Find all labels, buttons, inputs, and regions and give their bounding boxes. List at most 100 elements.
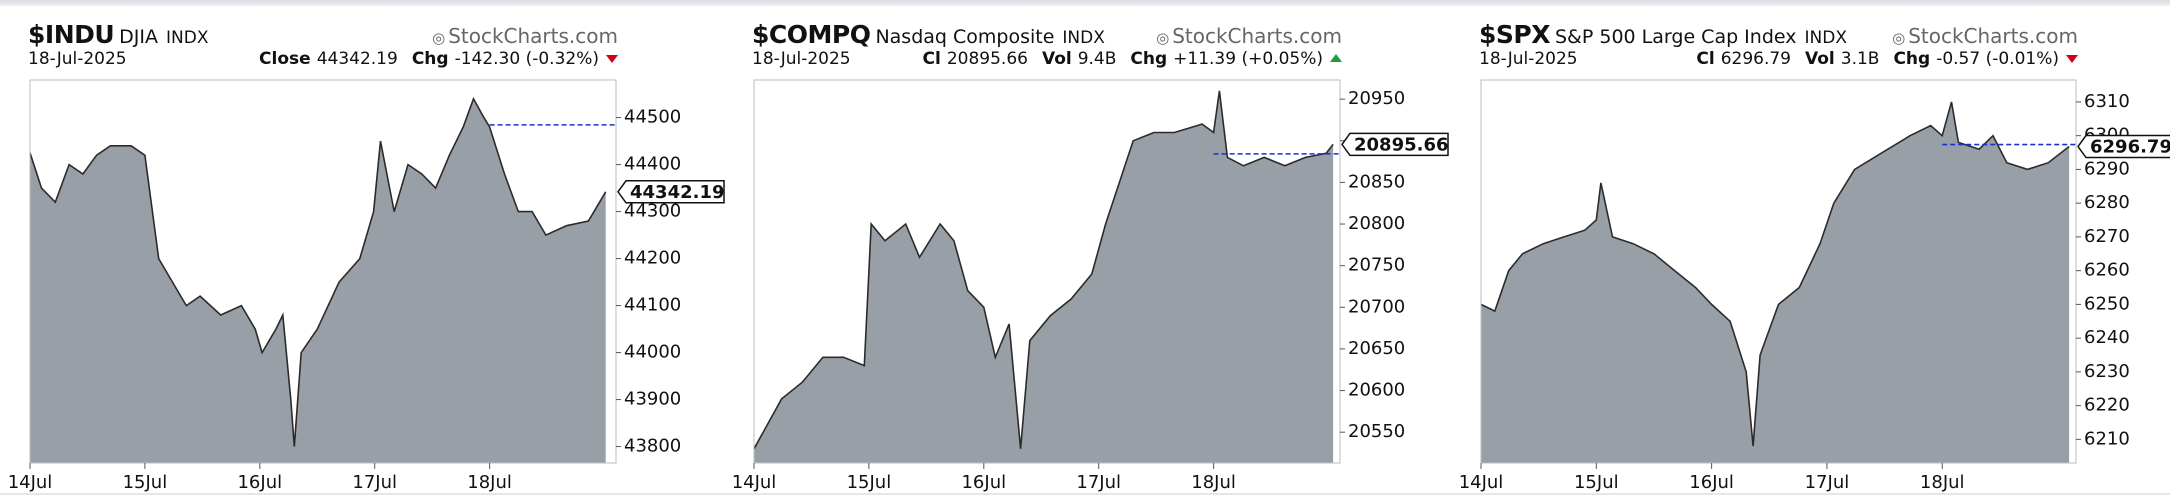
stat-value: 9.4B (1077, 49, 1117, 69)
title-group: $COMPQ Nasdaq Composite INDX (752, 20, 1105, 49)
stat-label: Cl (922, 49, 941, 69)
stat-label: Vol (1041, 49, 1072, 69)
y-tick-label: 6240 (2084, 327, 2130, 348)
y-tick-label: 20800 (1348, 213, 1405, 234)
exchange: INDX (1062, 28, 1105, 48)
date: 18-Jul-2025 (28, 49, 127, 69)
watermark-text: StockCharts.com (448, 24, 618, 48)
stat-label: Chg (411, 49, 449, 69)
x-tick-label: 16Jul (1689, 472, 1734, 493)
chart-header: $SPX S&P 500 Large Cap Index INDX ◎ StockCha… (1479, 20, 2078, 80)
symbol: $COMPQ (752, 20, 871, 49)
last-value-label: 44342.19 (630, 182, 725, 203)
stat-value: -142.30 (-0.32%) (454, 49, 599, 69)
change-arrow (2066, 55, 2078, 63)
header-row: 18-Jul-2025 Cl 6296.79 Vol 3.1B Chg -0.57 (-0.… (1479, 49, 2078, 69)
x-tick-label: 18Jul (1920, 472, 1965, 493)
plot-border (29, 79, 617, 464)
y-tick-label: 20650 (1348, 338, 1405, 359)
watermark: ◎ StockCharts.com (432, 24, 618, 48)
y-tick-label: 6260 (2084, 260, 2130, 281)
x-tick-label: 17Jul (352, 472, 397, 493)
top-bar (0, 0, 2170, 6)
y-tick-label: 44200 (624, 248, 681, 269)
y-tick-label: 6290 (2084, 158, 2130, 179)
stat-label: Vol (1805, 49, 1835, 69)
stat-label: Chg (1893, 49, 1931, 69)
stat-label: Cl (1696, 49, 1715, 69)
x-tick-label: 14Jul (1459, 472, 1504, 493)
date: 18-Jul-2025 (752, 49, 851, 69)
watermark-text: StockCharts.com (1172, 24, 1342, 48)
stat-value: +11.39 (+0.05%) (1173, 49, 1323, 69)
y-tick-label: 6220 (2084, 395, 2130, 416)
index-name: Nasdaq Composite (875, 26, 1055, 48)
y-tick-label: 6210 (2084, 428, 2130, 449)
header-row: 18-Jul-2025 Cl 20895.66 Vol 9.4B Chg +11.39 (+… (752, 49, 1342, 69)
price-line (753, 90, 1334, 450)
last-value-box (1341, 132, 1449, 157)
x-tick-label: 18Jul (467, 472, 512, 493)
header-row: $COMPQ Nasdaq Composite INDX ◎ StockCharts.c… (752, 20, 1342, 49)
x-tick-label: 14Jul (8, 472, 53, 493)
y-tick-label: 43900 (624, 389, 681, 410)
y-tick-label: 6270 (2084, 226, 2130, 247)
header-row: $INDU DJIA INDX ◎ StockCharts.com (28, 20, 618, 49)
x-tick-label: 18Jul (1191, 472, 1236, 493)
stats: Cl 6296.79 Vol 3.1B Chg -0.57 (-0.01%) (1682, 49, 2078, 69)
area-fill (30, 98, 606, 464)
price-line (29, 96, 607, 447)
x-tick-label: 17Jul (1805, 472, 1850, 493)
x-tick-label: 16Jul (961, 472, 1006, 493)
y-tick-label: 44400 (624, 154, 681, 175)
symbol: $INDU (28, 20, 115, 49)
y-tick-label: 43800 (624, 436, 681, 457)
index-name: S&P 500 Large Cap Index (1555, 26, 1797, 48)
stat-value: 44342.19 (316, 49, 398, 69)
area-fill (754, 90, 1334, 464)
header-row: $SPX S&P 500 Large Cap Index INDX ◎ StockCha… (1479, 20, 2078, 49)
y-tick-label: 6310 (2084, 91, 2130, 112)
last-value-box (2077, 134, 2170, 159)
y-tick-label: 20850 (1348, 171, 1405, 192)
y-tick-label: 20750 (1348, 255, 1405, 276)
watermark-icon: ◎ (1156, 29, 1170, 47)
y-tick-label: 6230 (2084, 361, 2130, 382)
x-tick-label: 17Jul (1076, 472, 1121, 493)
stat-value: 3.1B (1840, 49, 1880, 69)
stat-value: 20895.66 (946, 49, 1028, 69)
watermark-icon: ◎ (1892, 29, 1906, 47)
title-group: $SPX S&P 500 Large Cap Index INDX (1479, 20, 1847, 49)
stats: Cl 20895.66 Vol 9.4B Chg +11.39 (+0.05%) (909, 49, 1342, 69)
last-value-label: 6296.79 (2090, 137, 2170, 158)
area-fill (1481, 101, 2070, 464)
y-tick-label: 44100 (624, 295, 681, 316)
symbol: $SPX (1479, 20, 1551, 49)
stat-label: Chg (1130, 49, 1168, 69)
change-arrow (1330, 54, 1342, 62)
exchange: INDX (1804, 28, 1847, 48)
watermark-icon: ◎ (432, 29, 446, 47)
watermark: ◎ StockCharts.com (1156, 24, 1342, 48)
y-tick-label: 6280 (2084, 192, 2130, 213)
y-tick-label: 20550 (1348, 421, 1405, 442)
y-tick-label: 20700 (1348, 296, 1405, 317)
stat-value: 6296.79 (1720, 49, 1792, 69)
y-tick-label: 44000 (624, 342, 681, 363)
y-tick-label: 20600 (1348, 380, 1405, 401)
stat-value: -0.57 (-0.01%) (1936, 49, 2059, 69)
header-row: 18-Jul-2025 Close 44342.19 Chg -142.30 (-0.3… (28, 49, 618, 69)
chart-header: $COMPQ Nasdaq Composite INDX ◎ StockCharts.c… (752, 20, 1342, 80)
plot-border (1480, 79, 2077, 464)
watermark-text: StockCharts.com (1908, 24, 2078, 48)
title-group: $INDU DJIA INDX (28, 20, 208, 49)
x-tick-label: 15Jul (123, 472, 168, 493)
index-name: DJIA (119, 26, 159, 48)
y-tick-label: 20950 (1348, 88, 1405, 109)
last-value-box (617, 180, 725, 204)
x-tick-label: 15Jul (847, 472, 892, 493)
x-tick-label: 15Jul (1574, 472, 1619, 493)
y-tick-label: 6250 (2084, 293, 2130, 314)
exchange: INDX (166, 28, 209, 48)
